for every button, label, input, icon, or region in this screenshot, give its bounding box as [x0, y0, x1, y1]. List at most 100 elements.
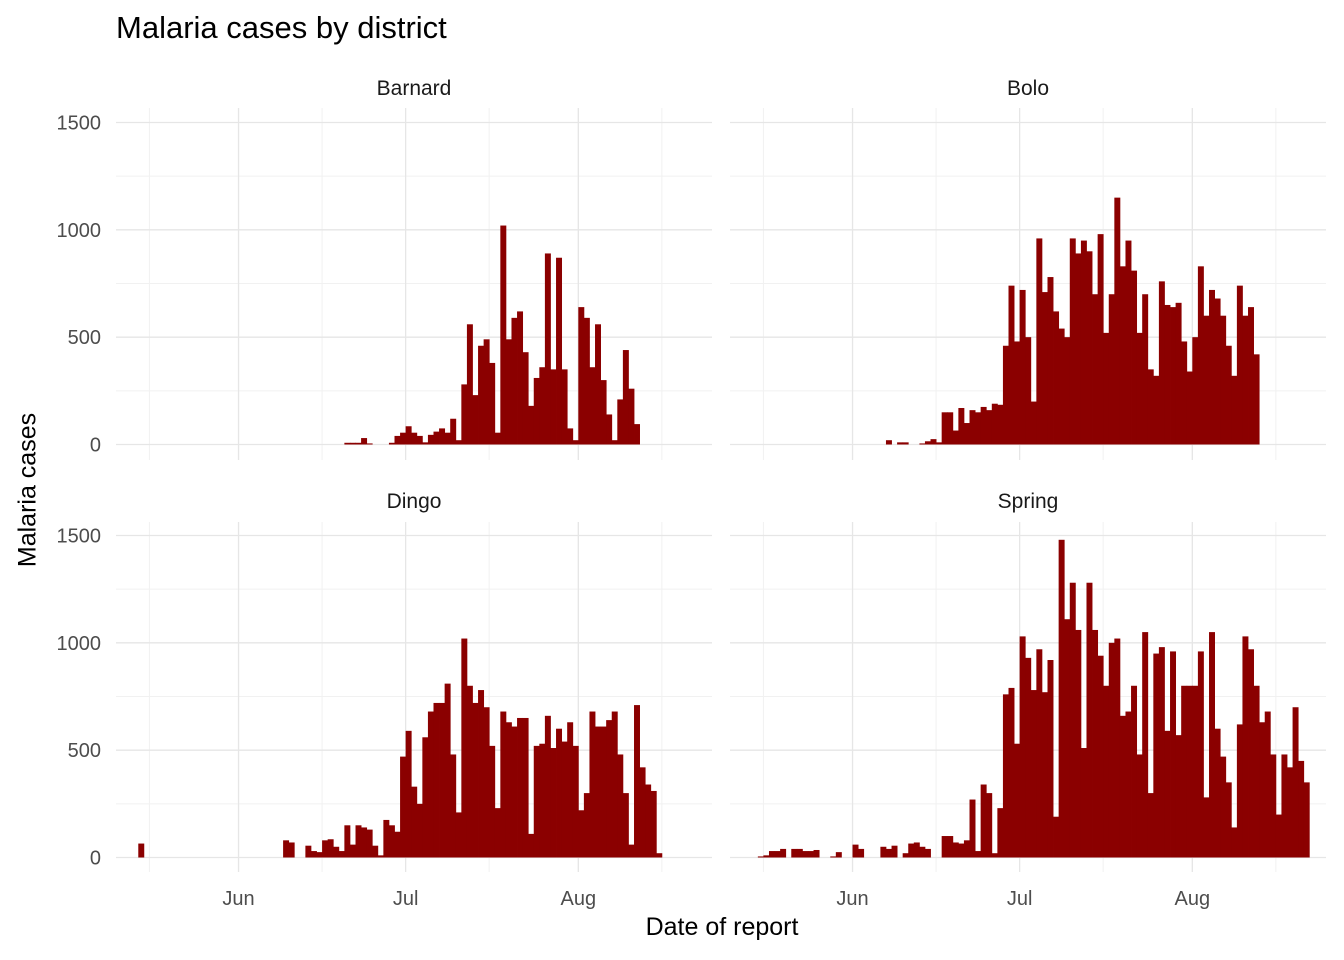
bar-bolo — [1170, 307, 1177, 445]
bar-dingo — [611, 711, 618, 858]
bar-barnard — [411, 432, 418, 445]
bar-dingo — [494, 808, 501, 858]
bar-spring — [1248, 649, 1254, 858]
bar-barnard — [366, 443, 373, 445]
bar-barnard — [400, 432, 407, 445]
bar-spring — [1275, 814, 1282, 858]
bar-bolo — [958, 408, 965, 445]
bar-bolo — [1025, 337, 1032, 445]
bar-dingo — [505, 722, 512, 858]
bar-spring — [1075, 629, 1082, 858]
bar-spring — [1108, 642, 1115, 858]
bar-dingo — [528, 833, 535, 858]
bar-spring — [1259, 722, 1266, 858]
bar-bolo — [1136, 332, 1143, 445]
bar-dingo — [388, 825, 395, 858]
bar-spring — [958, 843, 965, 858]
bar-bolo — [1108, 294, 1115, 445]
bar-dingo — [628, 844, 635, 858]
bar-barnard — [528, 405, 535, 445]
bar-barnard — [539, 367, 546, 445]
bar-barnard — [611, 440, 618, 445]
bar-bolo — [936, 442, 943, 445]
bar-spring — [880, 846, 887, 858]
bar-dingo — [283, 840, 290, 858]
bar-spring — [1164, 730, 1171, 858]
bar-bolo — [1069, 238, 1076, 445]
bar-barnard — [511, 317, 518, 445]
bar-spring — [975, 851, 982, 858]
bar-dingo — [349, 844, 356, 858]
bar-barnard — [544, 253, 551, 445]
bar-dingo — [561, 741, 568, 858]
bar-bolo — [1236, 285, 1243, 445]
bar-spring — [796, 848, 803, 858]
bar-bolo — [897, 442, 904, 445]
bar-bolo — [941, 412, 948, 445]
bar-spring — [1069, 582, 1076, 858]
bar-barnard — [455, 440, 462, 445]
bar-dingo — [461, 638, 468, 858]
bar-bolo — [924, 441, 931, 445]
bar-barnard — [583, 317, 590, 445]
bar-spring — [807, 851, 814, 858]
bar-spring — [941, 836, 948, 858]
bar-dingo — [639, 767, 646, 858]
bar-spring — [835, 852, 842, 858]
bar-bolo — [1142, 294, 1149, 445]
bar-spring — [1041, 692, 1048, 858]
bar-barnard — [634, 424, 640, 445]
bar-bolo — [930, 439, 937, 445]
bar-bolo — [1058, 328, 1065, 445]
bar-dingo — [444, 683, 451, 858]
bar-bolo — [1164, 304, 1171, 445]
bar-spring — [980, 784, 987, 858]
bar-spring — [919, 846, 926, 858]
bar-spring — [1298, 760, 1305, 858]
bar-bolo — [1008, 285, 1015, 445]
bar-dingo — [634, 705, 640, 858]
y-tick-label: 1000 — [57, 220, 102, 242]
bar-dingo — [416, 803, 423, 858]
bar-spring — [924, 848, 931, 858]
bar-dingo — [606, 720, 613, 858]
bar-barnard — [556, 257, 563, 445]
bar-dingo — [383, 819, 390, 858]
bar-bolo — [1019, 289, 1026, 445]
bar-dingo — [500, 711, 507, 858]
bar-barnard — [567, 428, 574, 445]
facet-label-bolo: Bolo — [1007, 77, 1049, 100]
bar-bolo — [1064, 337, 1071, 445]
bar-spring — [1303, 782, 1310, 858]
bar-spring — [1242, 636, 1249, 858]
bar-spring — [852, 844, 859, 858]
bar-bolo — [1030, 401, 1037, 445]
bar-dingo — [455, 812, 462, 858]
bar-barnard — [578, 307, 585, 445]
bar-spring — [913, 842, 920, 858]
bar-bolo — [963, 423, 970, 445]
bar-bolo — [1041, 292, 1048, 445]
bar-spring — [1264, 711, 1271, 858]
bar-dingo — [650, 790, 657, 858]
bar-barnard — [517, 311, 524, 445]
bar-dingo — [333, 846, 340, 858]
bar-bolo — [991, 403, 998, 445]
bar-spring — [1047, 660, 1054, 858]
bar-bolo — [1192, 337, 1199, 445]
bar-dingo — [310, 851, 317, 858]
bar-bolo — [1158, 281, 1165, 445]
bar-spring — [1114, 638, 1121, 858]
bar-barnard — [550, 369, 557, 445]
bar-dingo — [550, 748, 557, 858]
bar-spring — [1103, 685, 1110, 858]
x-tick-label: Jun — [836, 888, 868, 910]
bar-barnard — [617, 399, 624, 445]
bar-dingo — [533, 745, 540, 858]
bar-bolo — [1092, 294, 1099, 445]
x-tick-label: Aug — [1175, 888, 1211, 910]
bar-bolo — [1220, 315, 1227, 445]
bar-dingo — [583, 793, 590, 858]
bar-spring — [1192, 685, 1199, 858]
bar-bolo — [986, 410, 993, 445]
